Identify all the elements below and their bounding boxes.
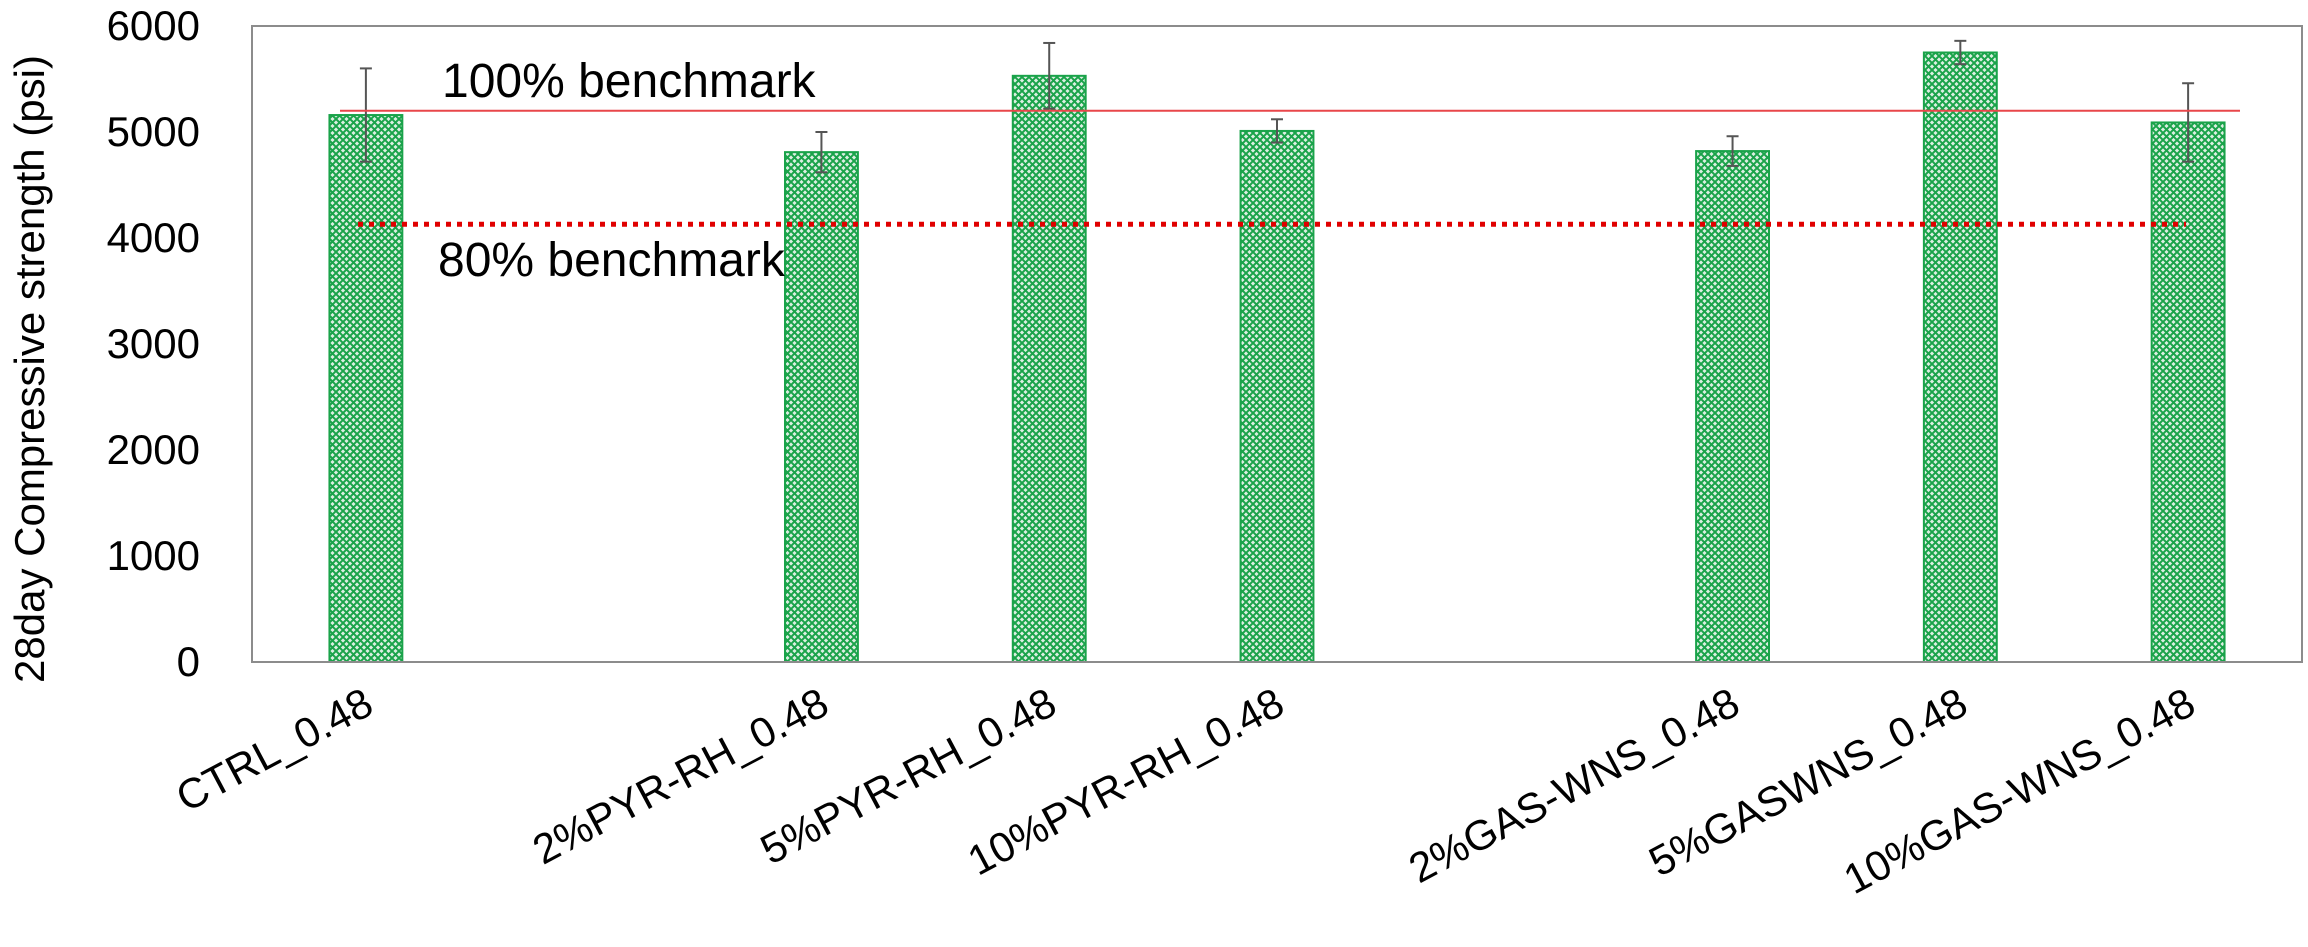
error-bar [359,67,372,163]
y-tick-label: 5000 [107,108,200,155]
plot-area-frame [251,25,2303,663]
y-tick-label: 2000 [107,426,200,473]
y-tick-label: 0 [177,638,200,685]
error-bar [2182,82,2195,163]
bar [1922,51,1998,663]
error-bar [815,131,828,174]
bar [1239,129,1315,663]
y-axis-title: 28day Compressive strength (psi) [6,55,53,683]
x-tick-label: CTRL_0.48 [168,678,380,820]
y-tick-label: 1000 [107,532,200,579]
benchmark-lines: 100% benchmark 80% benchmark [340,55,2240,287]
y-tick-label: 3000 [107,320,200,367]
y-axis-ticks: 0 1000 2000 3000 4000 5000 6000 [107,2,200,685]
bar [784,151,859,663]
error-bar [1043,41,1056,110]
error-bar [1726,135,1739,167]
bar [1011,74,1087,663]
benchmark-100-label: 100% benchmark [442,55,817,108]
bar [1695,150,1770,664]
bar [2150,121,2226,663]
error-bar [1954,39,1967,66]
error-bars [359,39,2195,174]
bar [328,114,404,664]
y-tick-label: 6000 [107,2,200,49]
y-tick-label: 4000 [107,214,200,261]
benchmark-80-label: 80% benchmark [438,234,786,287]
bars [328,51,2226,664]
error-bar [1271,118,1283,144]
x-axis-ticks: CTRL_0.48 2%PYR-RH_0.485%PYR-RH_0.4810%PY… [168,678,2202,903]
